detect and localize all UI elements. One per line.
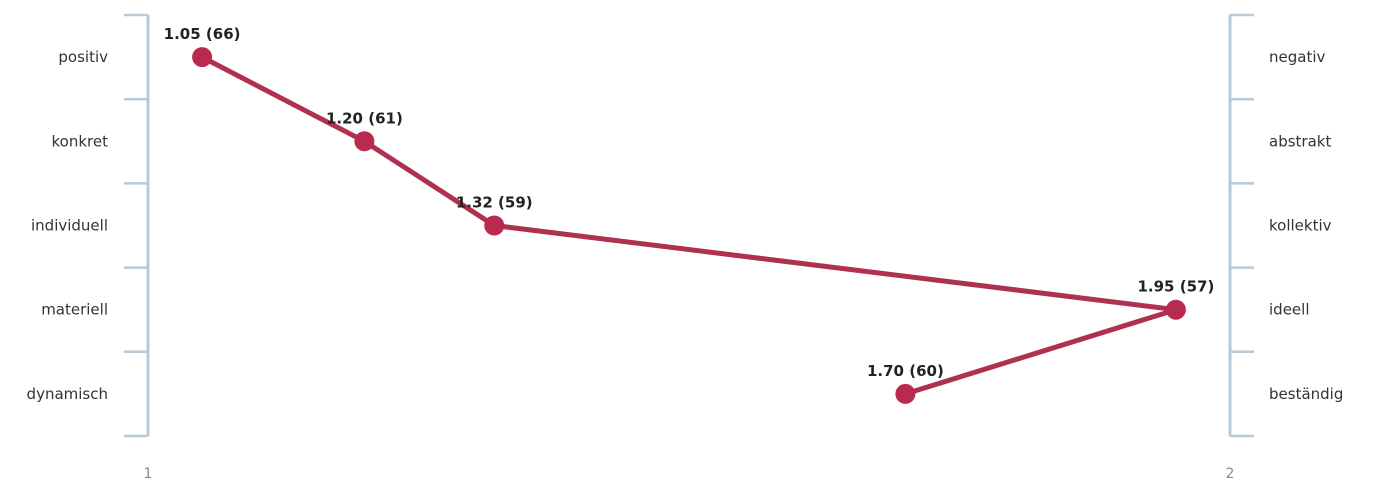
left-pole-label: positiv [58,48,108,66]
right-pole-label: negativ [1269,48,1325,66]
data-label: 1.20 (61) [326,109,403,127]
right-labels: negativ abstrakt kollektiv ideell beständig [1269,48,1343,403]
series-line [199,54,1179,397]
data-point [1165,299,1186,320]
x-tick-label: 1 [144,466,153,482]
axes [124,13,1254,438]
series-line-path [199,54,1179,397]
data-label: 1.05 (66) [164,25,241,43]
data-label: 1.95 (57) [1137,278,1214,296]
x-tick-label: 2 [1226,466,1235,482]
right-pole-label: beständig [1269,385,1343,403]
left-pole-label: materiell [41,301,108,319]
right-pole-label: abstrakt [1269,132,1331,150]
data-point [484,215,505,236]
data-points [192,47,1186,404]
data-labels: 1.05 (66) 1.20 (61) 1.32 (59) 1.95 (57) 1.70… [164,25,1215,380]
right-pole-label: kollektiv [1269,217,1332,235]
left-pole-label: individuell [31,217,108,235]
left-pole-label: konkret [52,132,109,150]
data-point [354,131,375,152]
right-pole-label: ideell [1269,301,1309,319]
data-point [895,383,916,404]
data-label: 1.32 (59) [456,194,533,212]
left-pole-label: dynamisch [27,385,108,403]
data-label: 1.70 (60) [867,362,944,380]
data-point [192,47,213,68]
left-labels: positiv konkret individuell materiell dynami… [27,48,109,403]
